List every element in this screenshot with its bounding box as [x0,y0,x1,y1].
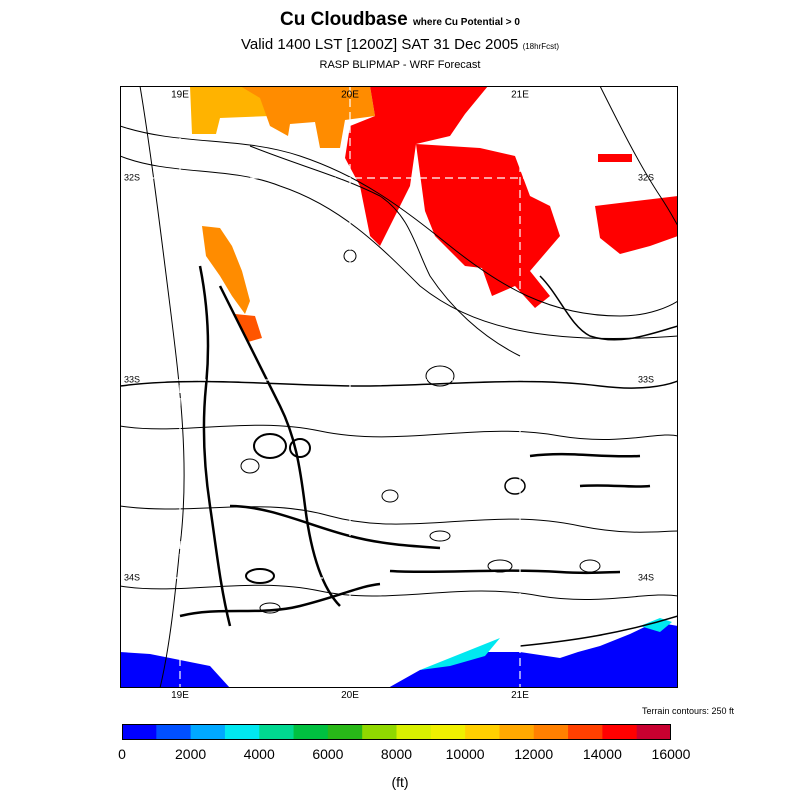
colorbar-swatch [533,724,569,740]
colorbar-tick-label: 4000 [243,746,275,762]
colorbar-swatch [259,724,295,740]
region-orange-west [202,226,250,314]
colorbar-tick-label: 12000 [514,746,554,762]
colorbar-tick-label: 8000 [380,746,413,762]
colorbar-swatch [499,724,535,740]
region-cyan-south [420,638,500,670]
contour-line-thick [579,484,651,488]
contour-line [120,424,678,441]
contour-ring [245,568,275,584]
bottom-lon-label: 21E [511,690,529,701]
colorbar-units: (ft) [391,774,409,790]
contour-line [120,125,678,317]
contour-ring [240,458,260,474]
contour-line [249,145,521,357]
colorbar-tick-label: 2000 [175,746,207,762]
contour-ring [253,433,287,459]
latlon-grid [120,86,678,688]
terrain-contours [120,86,678,688]
contour-line [120,155,678,340]
left-lat-label: 32S [124,172,140,182]
top-lon-label: 20E [341,89,359,100]
contour-ring [259,602,281,614]
valid-time-line: Valid 1400 LST [1200Z] SAT 31 Dec 2005 (… [0,35,800,57]
colorbar-tick-label: 0 [118,746,126,762]
valid-time-text: Valid 1400 LST [1200Z] SAT 31 Dec 2005 [240,36,519,53]
region-cyan-southeast [640,618,672,632]
colorbar-swatch [465,724,500,740]
contour-ring [504,477,526,495]
colorbar-swatch [362,724,397,740]
colorbar-swatch [430,724,466,740]
source-line: RASP BLIPMAP - WRF Forecast [319,59,481,71]
right-lat-label: 32S [638,172,654,182]
chart-title: Cu Cloudbase where Cu Potential > 0 [0,8,800,35]
left-lat-label: 33S [124,374,140,384]
contour-line-thick [389,569,621,575]
cloudbase-regions [120,86,678,688]
contour-ring [289,438,311,458]
forecast-hours: (18hrFcst) [522,42,560,51]
contour-line [539,275,678,341]
title-text: Cu Cloudbase [280,9,408,30]
colorbar-tick-label: 16000 [651,746,691,762]
contour-ring [381,489,399,503]
colorbar-swatch [568,724,603,740]
contour-ring [429,530,451,542]
right-lat-label: 33S [638,374,654,384]
right-lat-label: 34S [638,572,654,582]
colorbar-frame [122,724,671,740]
terrain-contour-note: Terrain contours: 250 ft [641,706,734,716]
bottom-lon-label: 20E [341,690,359,701]
colorbar-swatch [602,724,638,740]
region-blue-southwest [120,652,230,688]
colorbar-swatch [327,724,363,740]
contour-line [599,86,678,227]
colorbar [122,724,671,740]
colorbar-tick-label: 14000 [582,746,622,762]
contour-line-thick [529,452,641,458]
contour-line [120,380,678,389]
region-orange-north [190,86,270,134]
region-red-patch [598,154,632,162]
colorbar-swatch [636,724,671,740]
region-red-north [345,86,488,246]
region-blue-southeast [388,622,678,688]
region-red-east [595,196,678,254]
colorbar-swatch [156,724,192,740]
region-orange-northcentral [240,86,375,148]
colorbar-swatch [396,724,432,740]
title-block: Cu Cloudbase where Cu Potential > 0 Vali… [0,8,800,73]
contour-line-thick [198,265,232,627]
colorbar-tick-label: 6000 [312,746,344,762]
colorbar-tick-label: 10000 [445,746,485,762]
title-suffix: where Cu Potential > 0 [413,17,520,28]
contour-ring [487,559,513,573]
contour-line [139,86,185,688]
left-lat-label: 34S [124,572,140,582]
region-orange-west-south [235,314,262,342]
contour-line [120,584,678,601]
contour-line [519,615,678,647]
bottom-lon-label: 19E [171,690,189,701]
region-red-central [416,144,560,308]
colorbar-swatch [122,724,157,740]
map-frame [120,86,678,688]
colorbar-swatch [190,724,226,740]
colorbar-swatch [293,724,329,740]
map-grid-labels: 19E 20E 21E 32S 33S 34S 32S 33S 34S [124,89,654,582]
contour-line-thick [218,285,341,607]
top-lon-label: 21E [511,89,529,100]
contour-line-thick [179,582,381,618]
contour-ring [579,559,601,573]
contour-ring [425,365,455,387]
colorbar-swatch [224,724,260,740]
forecast-map: 19E 20E 21E 32S 33S 34S 32S 33S 34S [120,86,678,688]
contour-line [120,505,678,533]
top-lon-label: 19E [171,89,189,100]
